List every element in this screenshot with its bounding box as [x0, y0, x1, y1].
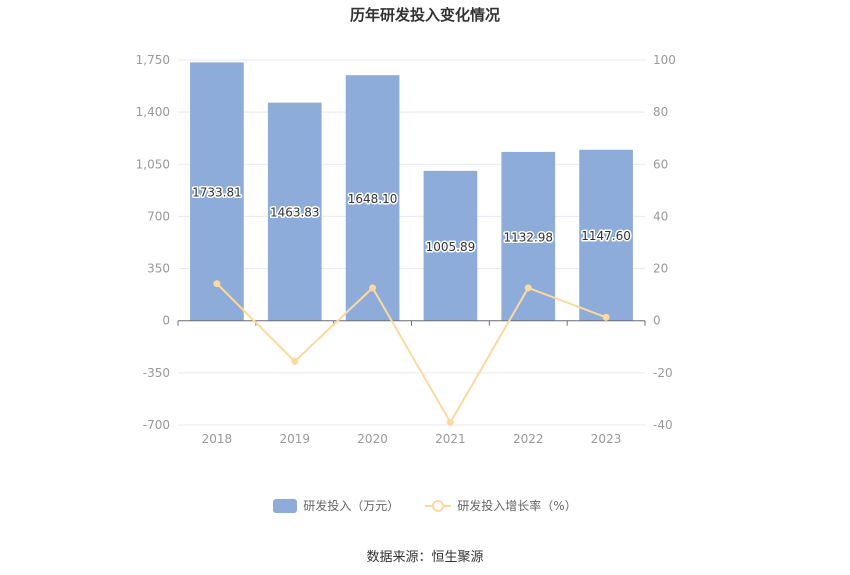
- growth-point: [602, 313, 610, 321]
- legend: 研发投入（万元） 研发投入增长率（%）: [0, 497, 850, 514]
- y-left-tick-label: -700: [143, 418, 170, 432]
- growth-point: [446, 418, 454, 426]
- y-left-tick-label: 1,050: [136, 157, 170, 171]
- legend-item-bar[interactable]: 研发投入（万元）: [273, 497, 399, 514]
- x-tick-label: 2023: [591, 432, 622, 446]
- bar: [267, 102, 322, 321]
- x-tick-label: 2019: [279, 432, 310, 446]
- legend-label-line: 研发投入增长率（%）: [457, 499, 577, 513]
- legend-line-swatch: [425, 499, 452, 512]
- x-tick-label: 2020: [357, 432, 388, 446]
- y-right-tick-label: 60: [653, 157, 668, 171]
- y-right-tick-label: 80: [653, 105, 668, 119]
- growth-point: [369, 284, 377, 292]
- source-note: 数据来源：恒生聚源: [366, 550, 484, 565]
- bar: [190, 62, 244, 321]
- x-tick-label: 2021: [435, 432, 466, 446]
- y-right-tick-label: 40: [653, 209, 668, 223]
- y-right-tick-label: 20: [653, 262, 668, 276]
- legend-item-line[interactable]: 研发投入增长率（%）: [425, 497, 577, 514]
- y-left-tick-label: 1,400: [136, 105, 170, 119]
- bar-data-label: 1733.81: [192, 186, 242, 200]
- y-right-tick-label: 0: [653, 314, 661, 328]
- y-right-tick-label: 100: [653, 53, 676, 67]
- growth-point: [213, 280, 221, 288]
- chart-title: 历年研发投入变化情况: [349, 6, 500, 24]
- bar: [579, 149, 633, 321]
- y-left-tick-label: 350: [147, 262, 170, 276]
- bar: [345, 75, 400, 321]
- growth-point: [524, 284, 532, 292]
- x-tick-label: 2018: [202, 432, 233, 446]
- bar-data-label: 1463.83: [270, 206, 320, 220]
- bar: [501, 151, 556, 321]
- x-tick-label: 2022: [513, 432, 544, 446]
- bar-data-label: 1147.60: [581, 229, 631, 243]
- legend-label-bar: 研发投入（万元）: [303, 499, 400, 513]
- bar-data-label: 1132.98: [503, 230, 553, 244]
- growth-line: [216, 282, 607, 425]
- y-left-tick-label: 0: [162, 314, 170, 328]
- legend-bar-swatch: [273, 498, 298, 513]
- y-left-tick-label: 700: [147, 209, 170, 223]
- growth-point: [291, 357, 299, 365]
- y-right-tick-label: -40: [653, 418, 673, 432]
- bar-data-label: 1005.89: [426, 240, 476, 254]
- bar-data-label: 1648.10: [348, 192, 398, 206]
- y-left-tick-label: 1,750: [136, 53, 170, 67]
- y-left-tick-label: -350: [143, 366, 170, 380]
- bar: [423, 170, 478, 321]
- y-right-tick-label: -20: [653, 366, 673, 380]
